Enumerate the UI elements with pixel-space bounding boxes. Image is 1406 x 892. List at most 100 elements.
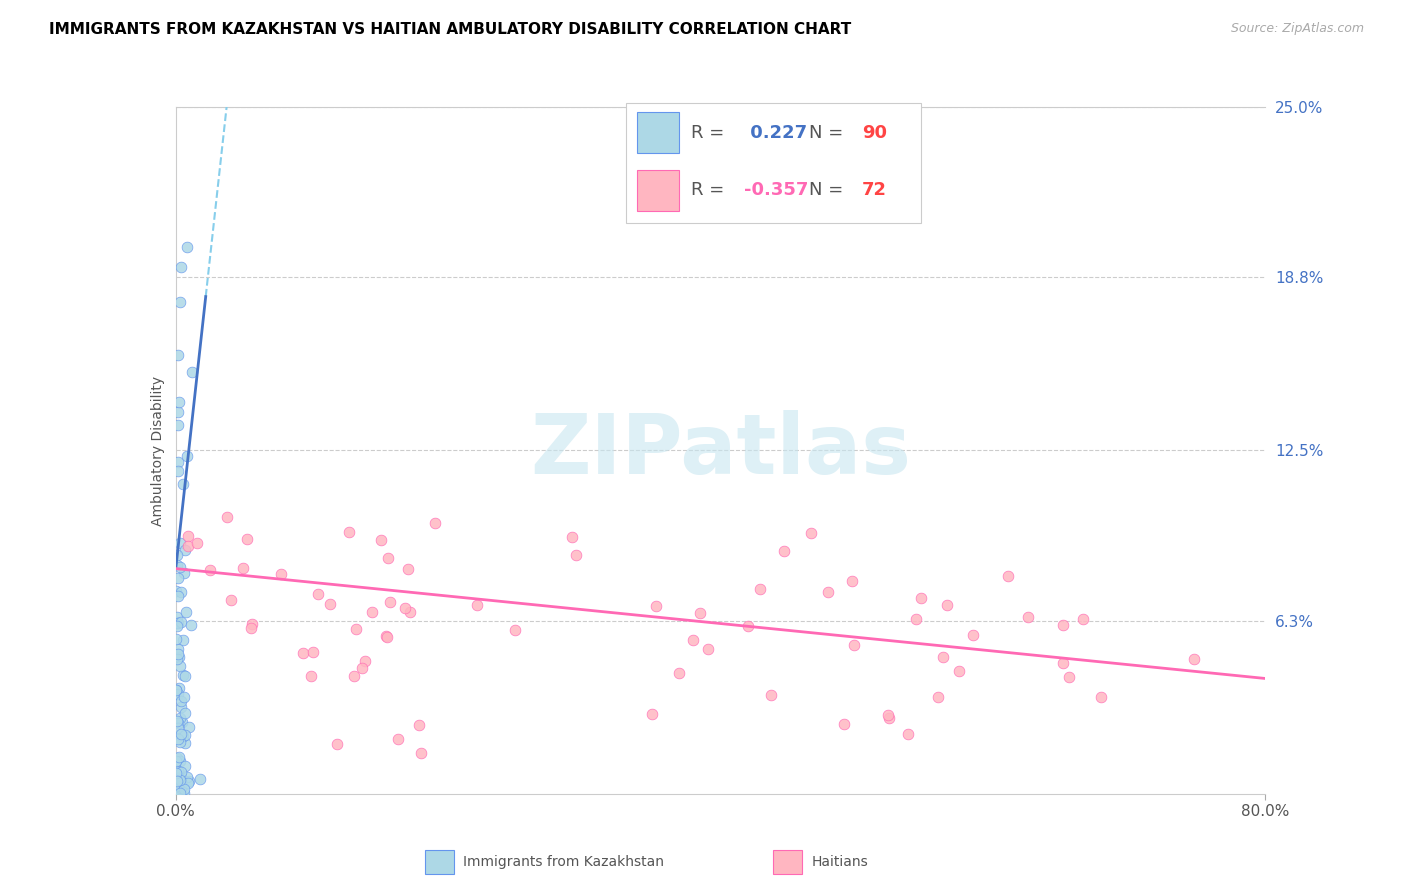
- Point: [737, 619, 759, 633]
- Point: [165, 779, 187, 793]
- Point: [409, 746, 432, 760]
- Point: [188, 772, 211, 786]
- Point: [165, 615, 187, 630]
- Point: [165, 766, 187, 780]
- Point: [173, 566, 195, 580]
- Point: [641, 706, 664, 721]
- Point: [378, 595, 401, 609]
- Point: [167, 395, 190, 409]
- Point: [165, 764, 187, 778]
- Point: [165, 682, 187, 697]
- Point: [759, 688, 782, 702]
- Point: [167, 405, 190, 419]
- Point: [1182, 652, 1205, 666]
- Point: [169, 659, 191, 673]
- Point: [167, 650, 190, 665]
- Point: [172, 667, 194, 681]
- Point: [467, 598, 489, 612]
- Point: [165, 683, 187, 698]
- Point: [361, 605, 384, 619]
- Point: [1090, 690, 1112, 704]
- Point: [997, 569, 1019, 583]
- Point: [377, 551, 399, 566]
- Point: [240, 616, 263, 631]
- Point: [166, 774, 188, 789]
- Point: [173, 758, 195, 772]
- Point: [1052, 657, 1074, 671]
- Point: [166, 418, 188, 433]
- Point: [1017, 610, 1039, 624]
- Bar: [773, 850, 801, 873]
- Y-axis label: Ambulatory Disability: Ambulatory Disability: [150, 376, 165, 525]
- Point: [565, 548, 588, 562]
- Text: 72: 72: [862, 181, 887, 200]
- Bar: [637, 112, 679, 153]
- Point: [170, 694, 193, 708]
- Point: [177, 774, 200, 789]
- Point: [232, 561, 254, 575]
- Point: [842, 638, 865, 652]
- Point: [166, 558, 188, 572]
- Point: [394, 601, 416, 615]
- Point: [165, 782, 187, 797]
- Point: [176, 771, 198, 785]
- Point: [270, 567, 292, 582]
- Point: [181, 365, 204, 379]
- Point: [169, 786, 191, 800]
- Point: [167, 715, 190, 730]
- Text: N =: N =: [808, 181, 844, 200]
- Point: [645, 599, 668, 614]
- Point: [167, 464, 190, 478]
- Text: N =: N =: [808, 124, 844, 142]
- Point: [962, 628, 984, 642]
- Point: [307, 587, 329, 601]
- Point: [354, 654, 377, 668]
- Point: [170, 770, 193, 784]
- Point: [166, 571, 188, 585]
- Point: [174, 669, 197, 683]
- Point: [169, 536, 191, 550]
- Point: [166, 765, 188, 780]
- Point: [174, 543, 197, 558]
- Point: [179, 721, 201, 735]
- Point: [503, 624, 526, 638]
- Text: Haitians: Haitians: [811, 855, 868, 869]
- Point: [176, 449, 198, 463]
- Point: [166, 751, 188, 765]
- Point: [167, 642, 190, 657]
- Point: [877, 708, 900, 723]
- Text: R =: R =: [690, 181, 724, 200]
- Point: [172, 729, 194, 743]
- Point: [166, 721, 188, 735]
- Point: [326, 738, 349, 752]
- Point: [167, 731, 190, 746]
- Point: [165, 583, 187, 598]
- Point: [1071, 612, 1094, 626]
- Point: [935, 598, 957, 612]
- Text: -0.357: -0.357: [744, 181, 808, 200]
- Point: [932, 650, 955, 665]
- Point: [166, 615, 188, 630]
- Text: ZIPatlas: ZIPatlas: [530, 410, 911, 491]
- Point: [173, 690, 195, 705]
- Bar: [637, 170, 679, 211]
- Point: [170, 765, 193, 780]
- Point: [773, 543, 796, 558]
- Point: [169, 728, 191, 742]
- Point: [165, 754, 187, 768]
- Point: [170, 699, 193, 714]
- Point: [166, 348, 188, 362]
- Bar: [426, 850, 454, 873]
- Point: [166, 616, 188, 631]
- Point: [169, 735, 191, 749]
- Point: [174, 736, 197, 750]
- Point: [172, 477, 194, 491]
- Point: [176, 240, 198, 254]
- Point: [948, 664, 970, 678]
- Text: IMMIGRANTS FROM KAZAKHSTAN VS HAITIAN AMBULATORY DISABILITY CORRELATION CHART: IMMIGRANTS FROM KAZAKHSTAN VS HAITIAN AM…: [49, 22, 852, 37]
- Point: [841, 574, 863, 588]
- Point: [375, 630, 398, 644]
- Point: [166, 647, 188, 661]
- Point: [817, 585, 839, 599]
- Point: [173, 782, 195, 797]
